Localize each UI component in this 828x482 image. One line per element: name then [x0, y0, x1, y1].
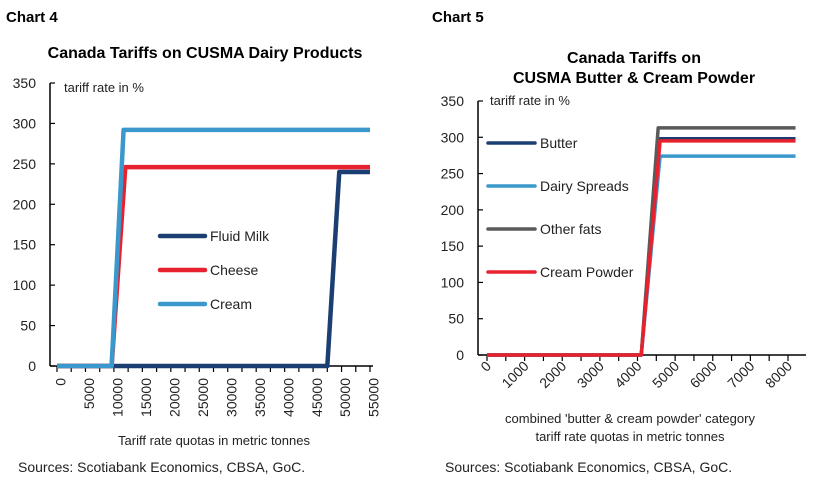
x-tick-label: 30000	[223, 378, 239, 417]
y-tick-label: 350	[13, 75, 37, 91]
legend-label: Cheese	[210, 262, 258, 278]
y-tick-label: 300	[13, 115, 37, 131]
y-tick-label: 250	[13, 156, 37, 172]
x-tick-label: 10000	[110, 378, 126, 417]
x-tick-label: 55000	[366, 378, 382, 417]
y-tick-label: 100	[13, 277, 37, 293]
y-tick-label: 350	[441, 93, 465, 109]
chart4-ylabel: tariff rate in %	[64, 80, 144, 95]
chart5-header: Chart 5	[432, 9, 484, 26]
series-line-cream	[57, 127, 370, 369]
chart5-xlabel-line1: combined 'butter & cream powder' categor…	[505, 411, 755, 426]
chart4-title: Canada Tariffs on CUSMA Dairy Products	[48, 45, 363, 62]
legend-label: Fluid Milk	[210, 228, 270, 244]
y-tick-label: 0	[456, 347, 464, 363]
chart4-plot: 0 50 100 150 200 250 300 350 0 5000 10000 15000 2000…	[13, 75, 382, 417]
chart5-xlabel-line2: tariff rate quotas in metric tonnes	[535, 429, 725, 444]
x-tick-label: 3000	[574, 358, 607, 391]
chart5-ylabel: tariff rate in %	[490, 93, 570, 108]
x-tick-label: 45000	[309, 378, 325, 417]
legend-label: Butter	[540, 135, 578, 151]
x-tick-label: 50000	[337, 378, 353, 417]
legend-label: Cream Powder	[540, 264, 634, 280]
chart4-sources: Sources: Scotiabank Economics, CBSA, GoC…	[18, 459, 305, 475]
series-line-other-fats	[487, 126, 796, 357]
chart4-xlabel: Tariff rate quotas in metric tonnes	[118, 433, 310, 448]
x-tick-label: 7000	[724, 358, 757, 391]
legend-label: Dairy Spreads	[540, 178, 629, 194]
legend-label: Other fats	[540, 221, 601, 237]
y-tick-label: 200	[13, 196, 37, 212]
y-tick-label: 200	[441, 202, 465, 218]
series-line-butter	[487, 136, 796, 357]
x-tick-label: 40000	[280, 378, 296, 417]
series-line-cream-powder	[487, 139, 796, 357]
y-tick-label: 100	[441, 274, 465, 290]
x-tick-label: 0	[477, 358, 494, 375]
chart5-sources: Sources: Scotiabank Economics, CBSA, GoC…	[445, 459, 732, 475]
x-tick-label: 5000	[649, 358, 682, 391]
x-tick-label: 35000	[252, 378, 268, 417]
chart5-title-line2: CUSMA Butter & Cream Powder	[513, 70, 755, 87]
y-tick-label: 50	[448, 311, 464, 327]
y-tick-label: 300	[441, 129, 465, 145]
chart4-header: Chart 4	[6, 9, 58, 26]
legend-label: Cream	[210, 296, 252, 312]
x-tick-label: 8000	[762, 358, 795, 391]
y-tick-label: 0	[28, 358, 36, 374]
chart5-title-line1: Canada Tariffs on	[567, 50, 701, 67]
x-tick-label: 6000	[687, 358, 720, 391]
y-tick-label: 50	[20, 318, 36, 334]
x-tick-label: 4000	[611, 358, 644, 391]
y-tick-label: 250	[441, 166, 465, 182]
x-tick-label: 0	[53, 378, 69, 386]
x-tick-label: 20000	[167, 378, 183, 417]
x-tick-label: 15000	[138, 378, 154, 417]
x-tick-label: 25000	[195, 378, 211, 417]
y-tick-label: 150	[13, 237, 37, 253]
series-line-fluid-milk	[57, 169, 370, 369]
x-tick-label: 2000	[536, 358, 569, 391]
y-tick-label: 150	[441, 238, 465, 254]
x-tick-label: 1000	[498, 358, 531, 391]
x-tick-label: 5000	[81, 378, 97, 409]
